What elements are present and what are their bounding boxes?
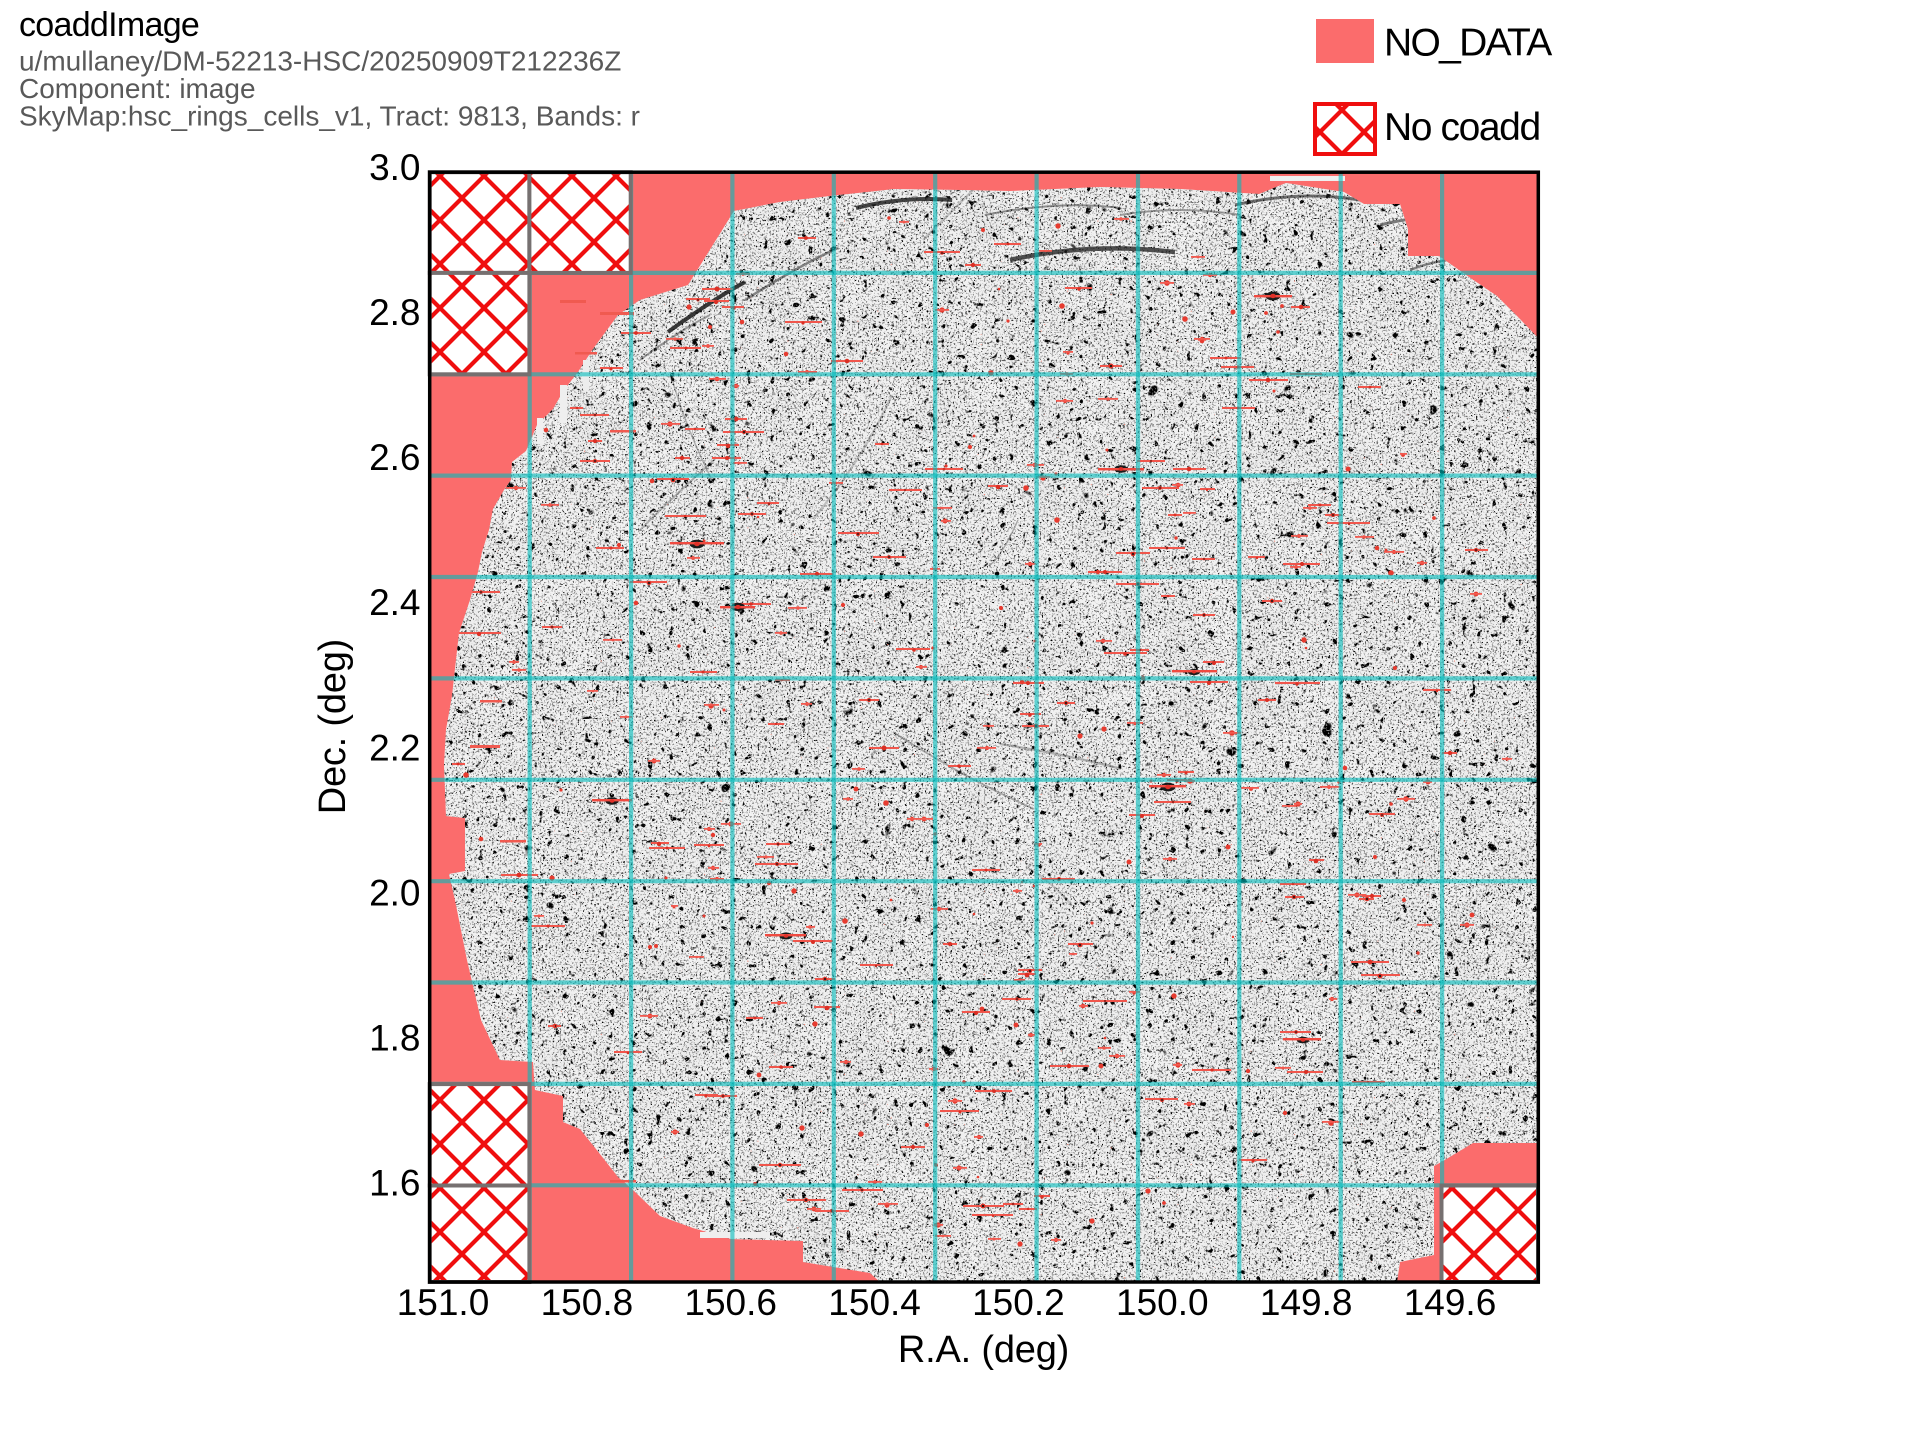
svg-text:149.8: 149.8	[1260, 1282, 1353, 1323]
svg-text:1.6: 1.6	[369, 1163, 420, 1204]
svg-text:150.0: 150.0	[1116, 1282, 1209, 1323]
svg-text:150.8: 150.8	[541, 1282, 634, 1323]
svg-text:2.2: 2.2	[369, 727, 420, 768]
svg-text:Dec. (deg): Dec. (deg)	[312, 639, 354, 814]
svg-text:2.0: 2.0	[369, 872, 420, 913]
svg-text:150.4: 150.4	[828, 1282, 921, 1323]
svg-text:coaddImage: coaddImage	[19, 6, 199, 44]
svg-text:3.0: 3.0	[369, 147, 420, 188]
svg-text:2.8: 2.8	[369, 292, 420, 333]
svg-text:150.2: 150.2	[972, 1282, 1065, 1323]
svg-text:No coadd: No coadd	[1384, 106, 1540, 149]
svg-text:1.8: 1.8	[369, 1018, 420, 1059]
svg-text:SkyMap:hsc_rings_cells_v1, Tra: SkyMap:hsc_rings_cells_v1, Tract: 9813, …	[19, 101, 640, 132]
svg-text:R.A. (deg): R.A. (deg)	[898, 1329, 1069, 1371]
svg-text:150.6: 150.6	[684, 1282, 777, 1323]
svg-text:Component: image: Component: image	[19, 73, 256, 104]
svg-text:149.6: 149.6	[1404, 1282, 1497, 1323]
svg-text:151.0: 151.0	[397, 1282, 490, 1323]
svg-text:u/mullaney/DM-52213-HSC/202509: u/mullaney/DM-52213-HSC/20250909T212236Z	[19, 46, 621, 77]
svg-text:2.6: 2.6	[369, 437, 420, 478]
svg-text:2.4: 2.4	[369, 582, 420, 623]
svg-text:NO_DATA: NO_DATA	[1384, 22, 1552, 65]
